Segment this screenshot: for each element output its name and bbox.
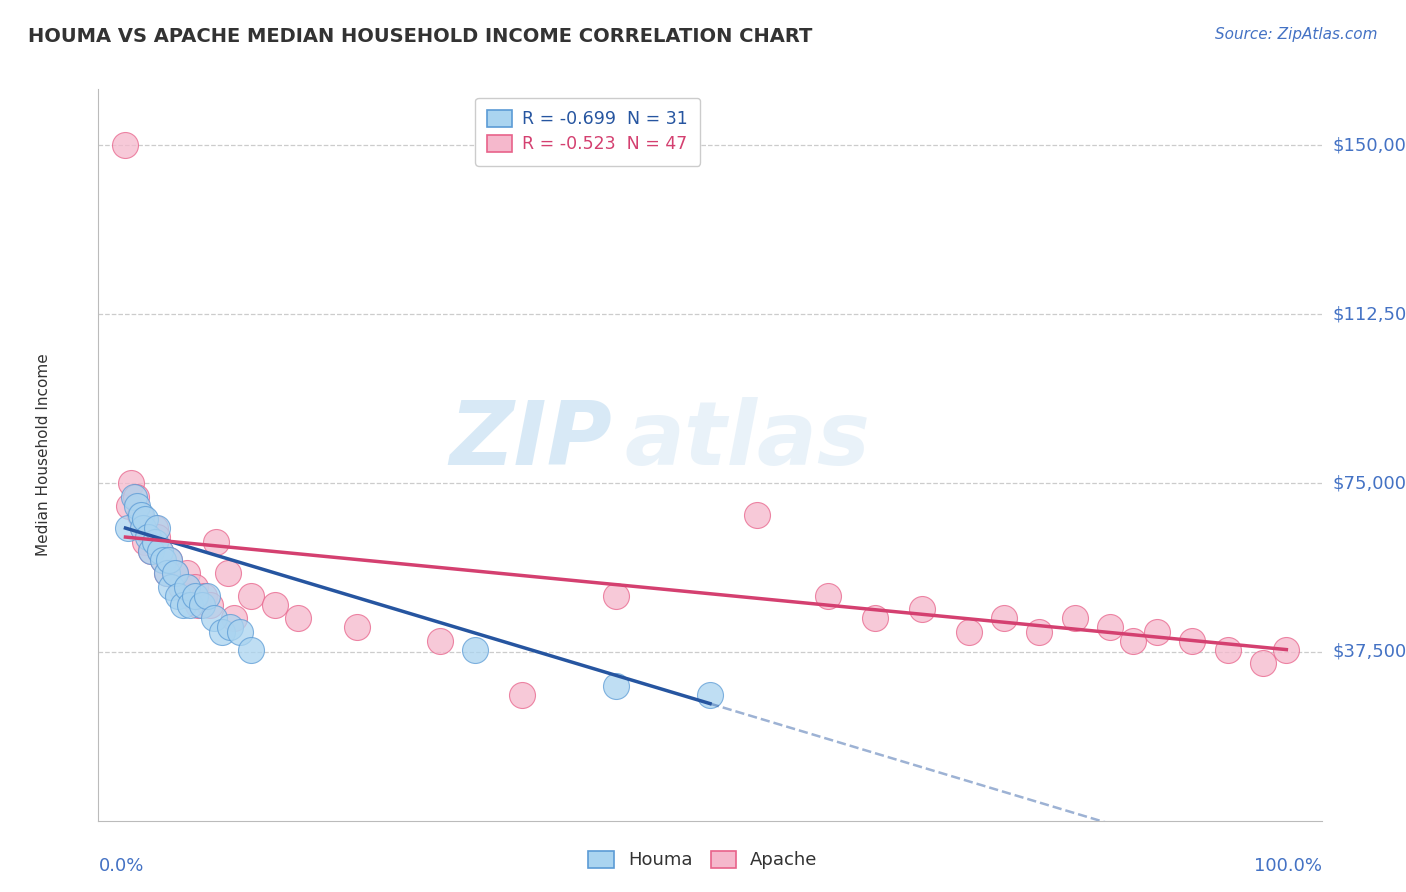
Text: 0.0%: 0.0% — [98, 857, 143, 875]
Point — [170, 580, 193, 594]
Point — [510, 688, 533, 702]
Point — [134, 512, 156, 526]
Point — [911, 602, 934, 616]
Point — [184, 580, 207, 594]
Point — [184, 589, 207, 603]
Point — [1063, 611, 1085, 625]
Point — [1028, 624, 1050, 639]
Point — [179, 589, 201, 603]
Point — [179, 598, 201, 612]
Point — [156, 566, 179, 580]
Point — [187, 598, 209, 612]
Point — [1275, 642, 1298, 657]
Point — [464, 642, 486, 657]
Point — [176, 580, 198, 594]
Point — [146, 521, 169, 535]
Point — [143, 534, 166, 549]
Point — [149, 543, 172, 558]
Point — [263, 598, 285, 612]
Point — [132, 521, 155, 535]
Text: $75,000: $75,000 — [1333, 474, 1406, 492]
Point — [211, 624, 233, 639]
Point — [198, 598, 221, 612]
Point — [157, 552, 180, 566]
Point — [191, 598, 214, 612]
Point — [129, 508, 152, 522]
Point — [1181, 633, 1204, 648]
Point — [149, 543, 172, 558]
Point — [1146, 624, 1168, 639]
Point — [167, 589, 190, 603]
Point — [152, 552, 174, 566]
Point — [1122, 633, 1144, 648]
Point — [118, 499, 141, 513]
Point — [134, 534, 156, 549]
Point — [1216, 642, 1239, 657]
Point — [172, 598, 194, 612]
Point — [132, 521, 155, 535]
Legend: Houma, Apache: Houma, Apache — [579, 842, 827, 879]
Point — [146, 530, 169, 544]
Text: Source: ZipAtlas.com: Source: ZipAtlas.com — [1215, 27, 1378, 42]
Point — [120, 476, 142, 491]
Point — [429, 633, 451, 648]
Point — [957, 624, 980, 639]
Text: $37,500: $37,500 — [1333, 643, 1406, 661]
Point — [117, 521, 139, 535]
Point — [125, 490, 148, 504]
Point — [863, 611, 886, 625]
Point — [141, 543, 163, 558]
Point — [219, 620, 242, 634]
Point — [157, 552, 180, 566]
Point — [176, 566, 198, 580]
Legend: R = -0.699  N = 31, R = -0.523  N = 47: R = -0.699 N = 31, R = -0.523 N = 47 — [475, 98, 700, 166]
Point — [699, 688, 721, 702]
Point — [143, 521, 166, 535]
Point — [152, 552, 174, 566]
Point — [605, 589, 627, 603]
Point — [163, 566, 186, 580]
Point — [240, 642, 263, 657]
Point — [128, 508, 150, 522]
Point — [205, 534, 228, 549]
Point — [136, 530, 159, 544]
Text: Median Household Income: Median Household Income — [37, 353, 51, 557]
Point — [122, 490, 145, 504]
Text: atlas: atlas — [624, 397, 870, 483]
Point — [114, 138, 136, 153]
Point — [156, 566, 179, 580]
Text: $112,500: $112,500 — [1333, 305, 1406, 323]
Point — [127, 499, 149, 513]
Point — [141, 543, 163, 558]
Point — [202, 611, 225, 625]
Point — [1251, 656, 1274, 670]
Point — [193, 589, 215, 603]
Point — [160, 580, 183, 594]
Text: 100.0%: 100.0% — [1254, 857, 1322, 875]
Text: $150,000: $150,000 — [1333, 136, 1406, 154]
Point — [817, 589, 839, 603]
Point — [240, 589, 263, 603]
Point — [163, 566, 186, 580]
Point — [228, 624, 250, 639]
Point — [195, 589, 218, 603]
Point — [993, 611, 1015, 625]
Point — [605, 679, 627, 693]
Text: ZIP: ZIP — [450, 397, 612, 483]
Point — [745, 508, 768, 522]
Point — [287, 611, 309, 625]
Point — [346, 620, 368, 634]
Point — [222, 611, 245, 625]
Point — [217, 566, 239, 580]
Point — [1098, 620, 1121, 634]
Text: HOUMA VS APACHE MEDIAN HOUSEHOLD INCOME CORRELATION CHART: HOUMA VS APACHE MEDIAN HOUSEHOLD INCOME … — [28, 27, 813, 45]
